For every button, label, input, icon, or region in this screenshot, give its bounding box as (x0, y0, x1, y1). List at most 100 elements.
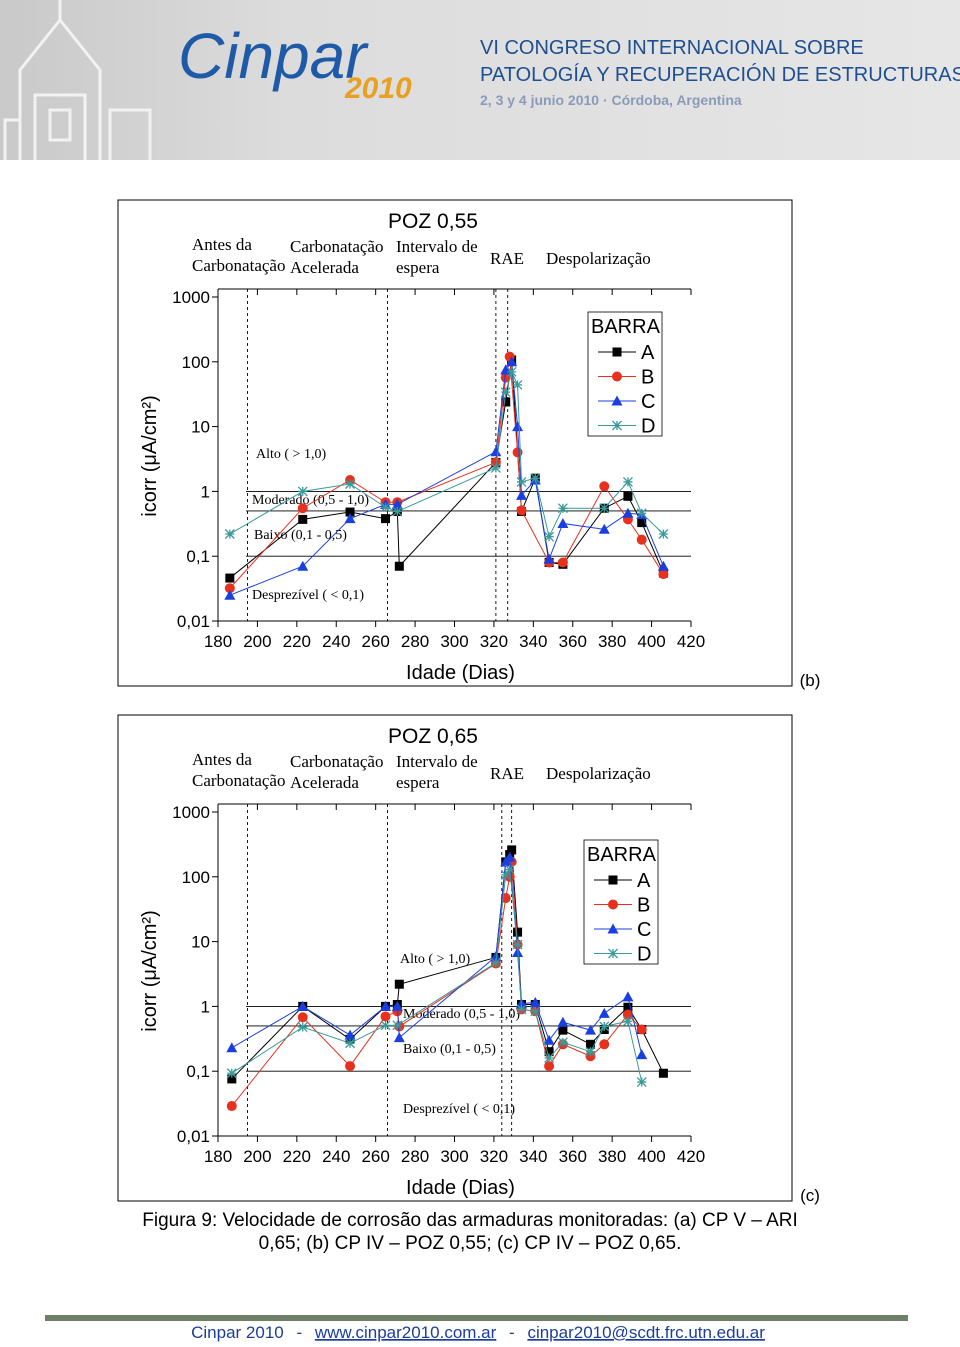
phase-label: Carbonatação (290, 237, 383, 256)
caption-line: Figura 9: Velocidade de corrosão das arm… (142, 1210, 798, 1231)
marker-circle (612, 371, 622, 382)
marker-square (637, 518, 647, 528)
marker-circle (380, 1011, 391, 1022)
marker-asterisk (636, 508, 647, 519)
x-axis-label: Idade (Dias) (406, 662, 515, 684)
zone-label: Moderado (0,5 - 1,0) (252, 493, 369, 508)
legend-title: BARRA (587, 844, 657, 866)
zone-label: Baixo (0,1 - 0,5) (403, 1042, 496, 1057)
marker-asterisk (500, 387, 511, 398)
y-tick-label: 0,01 (177, 612, 210, 631)
marker-triangle (504, 851, 516, 862)
marker-circle (599, 481, 610, 492)
legend-label: C (637, 919, 651, 941)
marker-square (501, 397, 511, 407)
marker-triangle (557, 517, 569, 528)
marker-circle (297, 1012, 308, 1023)
marker-asterisk (380, 1020, 391, 1031)
marker-asterisk (500, 869, 511, 880)
x-tick-label: 220 (283, 632, 311, 651)
marker-triangle (490, 950, 502, 961)
marker-triangle (490, 446, 502, 457)
zone-label: Moderado (0,5 - 1,0) (403, 1007, 520, 1022)
marker-triangle (557, 1016, 569, 1027)
y-tick-label: 1 (201, 482, 210, 501)
marker-square (227, 1074, 237, 1084)
x-tick-label: 360 (559, 632, 587, 651)
x-tick-label: 420 (677, 1147, 705, 1166)
x-tick-label: 260 (361, 1147, 389, 1166)
marker-asterisk (608, 948, 618, 959)
marker-circle (608, 899, 618, 910)
marker-asterisk (224, 529, 235, 539)
y-axis-label: icorr (μA/cm²) (139, 395, 161, 517)
marker-triangle (516, 489, 528, 500)
footer-email[interactable]: cinpar2010@scdt.frc.utn.edu.ar (527, 1323, 765, 1342)
charts: POZ 0,55 (b) Antes da Carbonatação Carbonata… (117, 199, 820, 1205)
x-tick-label: 280 (401, 1147, 429, 1166)
phase-label: espera (396, 773, 440, 792)
series-line (229, 356, 664, 589)
phase-label: Intervalo de (396, 237, 478, 256)
header-building (3, 0, 152, 160)
x-tick-label: 320 (480, 632, 508, 651)
phase-label: Carbonatação (290, 752, 383, 771)
marker-square (394, 979, 404, 989)
y-axis-label: icorr (μA/cm²) (139, 910, 161, 1032)
chart-title: POZ 0,55 (388, 210, 478, 233)
phase-label: RAE (490, 764, 524, 783)
marker-square (585, 1039, 595, 1049)
marker-triangle (393, 1032, 405, 1043)
marker-circle (224, 583, 235, 594)
marker-triangle (543, 553, 555, 564)
marker-circle (345, 1061, 356, 1072)
marker-triangle (344, 1029, 356, 1040)
phase-label: Carbonatação (192, 256, 285, 275)
marker-triangle (607, 923, 619, 934)
marker-circle (557, 557, 568, 568)
footer-separator: - (296, 1323, 302, 1342)
marker-asterisk (530, 473, 541, 484)
phase-label: Carbonatação (192, 771, 285, 790)
marker-circle (636, 1024, 647, 1035)
marker-triangle (529, 996, 541, 1007)
zone-label: Alto ( > 1,0) (256, 447, 326, 462)
marker-square (298, 514, 308, 524)
marker-triangle (598, 523, 610, 534)
marker-circle (297, 503, 308, 514)
x-tick-label: 380 (598, 1147, 626, 1166)
x-tick-label: 340 (519, 632, 547, 651)
legend-label: C (641, 391, 655, 413)
marker-triangle (224, 589, 236, 600)
chart: POZ 0,65 (c) Antes da Carbonatação Carbonata… (117, 714, 820, 1205)
marker-triangle (506, 356, 518, 367)
legend-box (587, 311, 663, 437)
marker-asterisk (380, 502, 391, 513)
legend-label: A (637, 870, 651, 892)
zone-label: Desprezível ( < 0,1) (403, 1102, 515, 1117)
marker-asterisk (226, 1068, 237, 1079)
phase-label: Despolarização (546, 249, 651, 268)
marker-asterisk (512, 379, 523, 390)
marker-triangle (611, 395, 623, 406)
phase-label: Despolarização (546, 764, 651, 783)
marker-square (558, 1025, 568, 1035)
chart-frame (117, 714, 793, 1202)
marker-asterisk (490, 957, 501, 968)
header-line-2: PATOLOGÍA Y RECUPERACIÓN DE ESTRUCTURAS (480, 63, 960, 86)
marker-triangle (297, 560, 309, 571)
marker-circle (658, 569, 669, 580)
x-tick-label: 180 (204, 632, 232, 651)
x-axis-label: Idade (Dias) (406, 1177, 515, 1199)
phase-label: Antes da (192, 750, 252, 769)
marker-asterisk (297, 1022, 308, 1033)
marker-asterisk (585, 1046, 596, 1057)
x-tick-label: 420 (677, 632, 705, 651)
y-tick-label: 100 (182, 353, 210, 372)
chart-frame (117, 199, 793, 687)
footer-website[interactable]: www.cinpar2010.com.ar (314, 1323, 497, 1342)
x-tick-label: 180 (204, 1147, 232, 1166)
marker-square (513, 927, 523, 937)
